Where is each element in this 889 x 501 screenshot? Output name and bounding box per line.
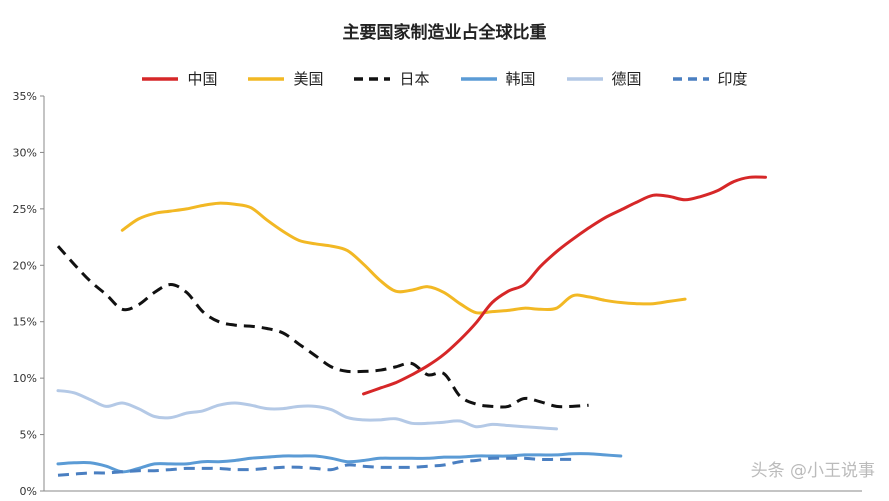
series-line-2 bbox=[56, 245, 589, 409]
legend-item-3: 韩国 bbox=[460, 68, 536, 89]
legend-swatch bbox=[566, 76, 603, 81]
legend-item-1: 美国 bbox=[247, 68, 323, 89]
legend: 中国 美国 日本 韩国 德国 印度 bbox=[0, 68, 889, 89]
legend-swatch bbox=[354, 76, 391, 81]
y-tick-label: 35% bbox=[13, 90, 37, 103]
legend-swatch bbox=[248, 76, 285, 81]
series-line-4 bbox=[56, 389, 558, 431]
y-tick-label: 0% bbox=[20, 485, 37, 498]
legend-swatch bbox=[672, 76, 709, 81]
legend-swatch bbox=[142, 76, 179, 81]
legend-item-2: 日本 bbox=[353, 68, 430, 89]
legend-item-5: 印度 bbox=[672, 68, 748, 89]
legend-item-4: 德国 bbox=[566, 68, 642, 89]
legend-label: 德国 bbox=[611, 70, 642, 88]
y-tick-label: 20% bbox=[13, 259, 37, 272]
legend-label: 中国 bbox=[187, 70, 218, 88]
series-line-3 bbox=[56, 452, 623, 474]
y-tick-label: 15% bbox=[13, 316, 37, 329]
legend-item-0: 中国 bbox=[141, 68, 217, 89]
legend-label: 日本 bbox=[399, 70, 430, 88]
legend-label: 美国 bbox=[293, 70, 324, 88]
y-tick-label: 5% bbox=[20, 429, 37, 442]
legend-label: 韩国 bbox=[505, 70, 536, 88]
series-line-0 bbox=[362, 175, 767, 396]
legend-label: 印度 bbox=[717, 70, 748, 88]
watermark-text: 头条 @小王说事 bbox=[750, 461, 875, 481]
legend-swatch bbox=[460, 76, 497, 81]
y-tick-label: 25% bbox=[13, 203, 37, 216]
series-line-1 bbox=[120, 201, 687, 315]
y-tick-label: 30% bbox=[13, 146, 37, 159]
series-line-5 bbox=[57, 456, 573, 477]
y-tick-label: 10% bbox=[13, 372, 37, 385]
chart-title: 主要国家制造业占全球比重 bbox=[342, 23, 547, 43]
